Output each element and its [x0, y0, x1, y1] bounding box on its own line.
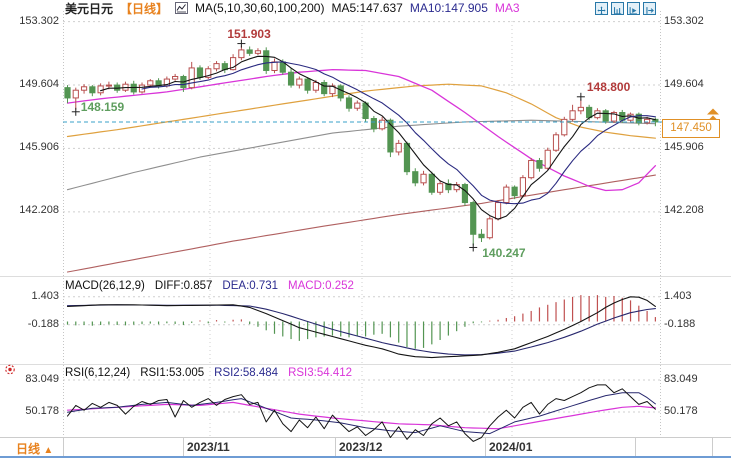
period-tag: 【日线】 — [120, 1, 169, 16]
annotation-low: 140.247 — [482, 246, 526, 261]
annotation-swing-high: 148.800 — [586, 79, 631, 94]
rsi-header: RSI(6,12,24) RSI1:53.005 RSI2:58.484 RSI… — [65, 367, 352, 379]
rsi-axis-label-left: 50.178 — [25, 405, 59, 417]
play-forward-icon[interactable] — [627, 2, 640, 15]
main-pane-graphics — [64, 45, 659, 273]
ma-chart-icon — [175, 2, 189, 14]
indicator-target-icon[interactable] — [3, 362, 17, 382]
period-selector[interactable]: 日线 ▲ — [16, 440, 53, 457]
price-axis-label-right: 149.604 — [664, 78, 704, 90]
step-right-icon[interactable] — [643, 2, 656, 15]
price-axis-label-right: 142.208 — [664, 204, 704, 216]
macd-dea-readout: DEA:0.731 — [222, 280, 279, 292]
annotation-left-low: 148.159 — [80, 99, 125, 114]
axis-scale-icon[interactable] — [611, 2, 624, 15]
macd-pane-graphics — [66, 295, 656, 359]
current-price-tag: 147.450 — [662, 119, 720, 138]
rsi1-readout: RSI1:53.005 — [140, 367, 205, 379]
date-axis-label: 2023/12 — [339, 440, 383, 454]
macd-diff-readout: DIFF:0.857 — [154, 280, 213, 292]
rsi-title: RSI(6,12,24) — [65, 367, 131, 379]
date-axis-label: 2023/11 — [187, 440, 230, 454]
price-axis-label-left: 149.604 — [19, 78, 59, 90]
macd-header: MACD(26,12,9) DIFF:0.857 DEA:0.731 MACD:… — [65, 280, 354, 292]
rsi-axis-label-right: 50.178 — [664, 405, 698, 417]
rsi-axis-label-left: 83.049 — [25, 373, 59, 385]
macd-value-readout: MACD:0.252 — [288, 280, 354, 292]
price-axis-label-left: 142.208 — [19, 204, 59, 216]
annotation-high: 151.903 — [227, 26, 271, 41]
ma5-readout: MA5:147.637 — [331, 1, 403, 15]
rsi-axis-label-right: 83.049 — [664, 373, 698, 385]
symbol-name: 美元日元 — [65, 1, 114, 16]
macd-axis-label-right: 1.403 — [664, 290, 692, 302]
macd-axis-label-left: 1.403 — [31, 290, 59, 302]
rsi2-readout: RSI2:58.484 — [214, 367, 279, 379]
chart-toolbar — [595, 2, 656, 15]
price-axis-label-right: 153.302 — [664, 15, 704, 27]
price-axis-label-left: 153.302 — [19, 15, 59, 27]
date-axis-label: 2024/01 — [489, 440, 533, 454]
macd-axis-label-left: -0.188 — [27, 318, 59, 330]
chart-header: 美元日元 【日线】 MA(5,10,30,60,100,200) MA5:147… — [65, 1, 593, 15]
price-axis-label-left: 145.906 — [19, 141, 59, 153]
rsi-pane-graphics — [66, 384, 656, 442]
chevron-up-icon: ▲ — [43, 445, 54, 456]
period-selector-label: 日线 — [16, 442, 41, 456]
candlesticks — [64, 45, 659, 246]
ma30-readout-truncated: MA3 — [494, 1, 520, 15]
macd-title: MACD(26,12,9) — [65, 280, 145, 292]
price-axis-label-right: 145.906 — [664, 141, 704, 153]
rsi3-readout: RSI3:54.412 — [288, 367, 353, 379]
ma10-readout: MA10:147.905 — [409, 1, 488, 15]
macd-axis-label-right: -0.188 — [664, 318, 696, 330]
ma-group-label: MA(5,10,30,60,100,200) — [195, 1, 325, 15]
pan-icon[interactable] — [595, 2, 608, 15]
